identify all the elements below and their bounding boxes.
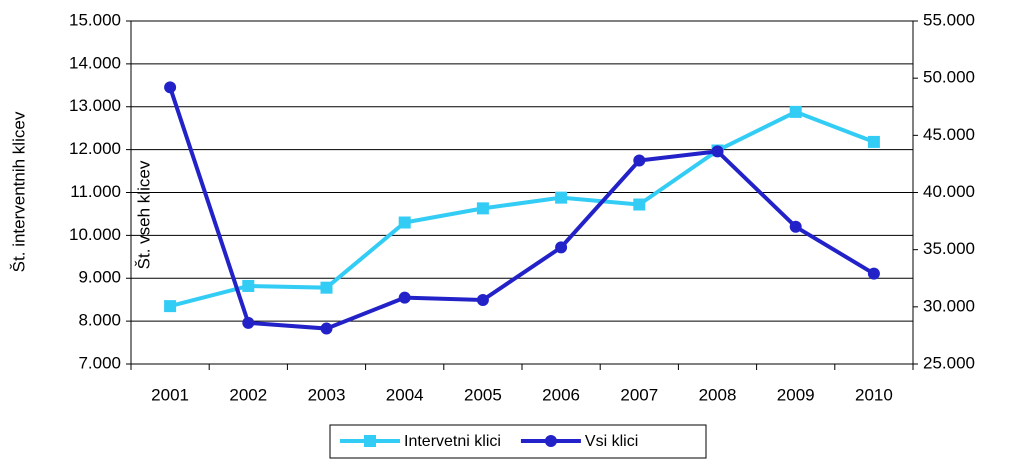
x-tick-label: 2005 <box>464 385 502 404</box>
y-tick-label: 12.000 <box>69 139 121 158</box>
y2-tick-label: 50.000 <box>923 68 975 87</box>
y-tick-label: 7.000 <box>78 353 121 372</box>
y-tick-label: 9.000 <box>78 268 121 287</box>
y-tick-label: 10.000 <box>69 225 121 244</box>
x-tick-label: 2010 <box>855 385 893 404</box>
marker <box>789 105 802 118</box>
x-tick-label: 2006 <box>542 385 580 404</box>
marker <box>476 293 489 306</box>
marker <box>398 291 411 304</box>
marker <box>398 216 411 229</box>
marker <box>867 267 880 280</box>
y2-tick-label: 40.000 <box>923 182 975 201</box>
y-tick-label: 8.000 <box>78 311 121 330</box>
marker <box>544 435 557 447</box>
x-tick-label: 2007 <box>620 385 658 404</box>
legend-label: Intervetni klici <box>404 433 501 450</box>
marker <box>476 202 489 215</box>
marker <box>364 435 376 447</box>
y-tick-label: 14.000 <box>69 53 121 72</box>
marker <box>320 281 333 294</box>
marker <box>633 198 646 211</box>
marker <box>867 135 880 148</box>
marker <box>633 154 646 167</box>
marker <box>555 241 568 254</box>
y-tick-label: 13.000 <box>69 96 121 115</box>
x-tick-label: 2003 <box>308 385 346 404</box>
marker <box>242 316 255 329</box>
x-tick-label: 2004 <box>386 385 424 404</box>
y2-tick-label: 55.000 <box>923 10 975 29</box>
legend-label: Vsi klici <box>585 433 638 450</box>
y2-tick-label: 30.000 <box>923 296 975 315</box>
x-tick-label: 2001 <box>151 385 189 404</box>
series-line <box>169 109 875 309</box>
y2-axis-title: Št. vseh klicev <box>134 160 153 269</box>
y2-tick-label: 25.000 <box>923 353 975 372</box>
marker <box>164 81 177 94</box>
x-tick-label: 2009 <box>777 385 815 404</box>
y2-tick-label: 45.000 <box>923 125 975 144</box>
marker <box>789 220 802 233</box>
x-tick-label: 2008 <box>699 385 737 404</box>
marker <box>555 191 568 204</box>
y-tick-label: 11.000 <box>70 182 121 201</box>
marker <box>242 279 255 292</box>
marker <box>320 322 333 335</box>
marker <box>711 145 724 158</box>
y-axis-title: Št. interventnih klicev <box>9 111 28 272</box>
y-tick-label: 15.000 <box>69 10 121 29</box>
marker <box>164 300 177 313</box>
x-tick-label: 2002 <box>229 385 267 404</box>
series-line <box>168 86 875 331</box>
y2-tick-label: 35.000 <box>923 239 975 258</box>
